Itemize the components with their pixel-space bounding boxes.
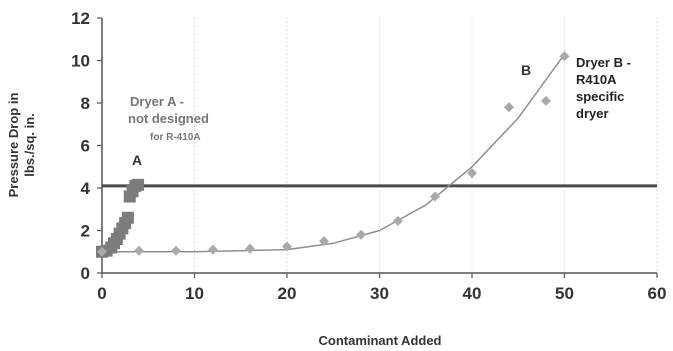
dryer-a-note-line2: not designed: [128, 111, 209, 126]
dryer-a-note-line3: for R-410A: [150, 132, 201, 143]
y-tick-label-10: 10: [71, 52, 90, 71]
y-tick-label-6: 6: [81, 137, 90, 156]
x-tick-label-30: 30: [370, 284, 389, 303]
series-a: [96, 178, 145, 258]
point-b-2: [171, 245, 181, 256]
dryer-b-note-line4: dryer: [576, 106, 609, 121]
x-tick-label-50: 50: [555, 284, 574, 303]
point-b-5: [282, 241, 292, 252]
series-b-trendline: [102, 53, 566, 253]
y-tick-label-4: 4: [81, 179, 91, 198]
x-tick-label-10: 10: [185, 284, 204, 303]
point-b-9: [430, 191, 440, 202]
point-b-6: [319, 236, 329, 247]
x-tick-label-60: 60: [648, 284, 667, 303]
point-b-8: [393, 215, 403, 226]
point-b-12: [541, 95, 551, 106]
point-b-13: [559, 51, 570, 62]
point-b-10: [467, 168, 477, 179]
y-tick-label-8: 8: [81, 94, 90, 113]
point-a-12: [132, 178, 145, 191]
point-b-0: [97, 246, 107, 257]
trendline-layer: [102, 53, 566, 253]
series-layer: [96, 51, 570, 258]
dryer-b-note-line1: Dryer B -: [576, 55, 631, 70]
point-b-1: [134, 245, 144, 256]
y-axis-title-line1: Pressure Drop in: [6, 93, 21, 198]
point-b-7: [356, 229, 366, 240]
y-axis-title-group: Pressure Drop in lbs./sq. in.: [6, 93, 37, 198]
series-b: [97, 51, 570, 257]
y-tick-label-2: 2: [81, 222, 90, 241]
x-tick-label-20: 20: [278, 284, 297, 303]
y-axis-title-line2: lbs./sq. in.: [22, 113, 37, 177]
x-tick-label-40: 40: [463, 284, 482, 303]
point-a-8: [121, 211, 134, 224]
dryer-b-note-line3: specific: [576, 89, 624, 104]
dryer-b-note-line2: R410A: [576, 72, 617, 87]
x-axis-title: Contaminant Added: [318, 333, 441, 348]
series-a-label: A: [132, 152, 142, 168]
point-b-4: [245, 243, 255, 254]
x-tick-label-0: 0: [97, 284, 106, 303]
point-b-3: [208, 244, 218, 255]
series-b-label: B: [521, 62, 531, 78]
y-tick-label-12: 12: [71, 9, 90, 28]
tick-labels: 0 10 20 30 40 50 60 0 2 4 6 8 10 12: [71, 9, 666, 303]
y-tick-label-0: 0: [81, 264, 90, 283]
point-b-11: [504, 102, 514, 113]
dryer-a-note-line1: Dryer A -: [130, 94, 184, 109]
